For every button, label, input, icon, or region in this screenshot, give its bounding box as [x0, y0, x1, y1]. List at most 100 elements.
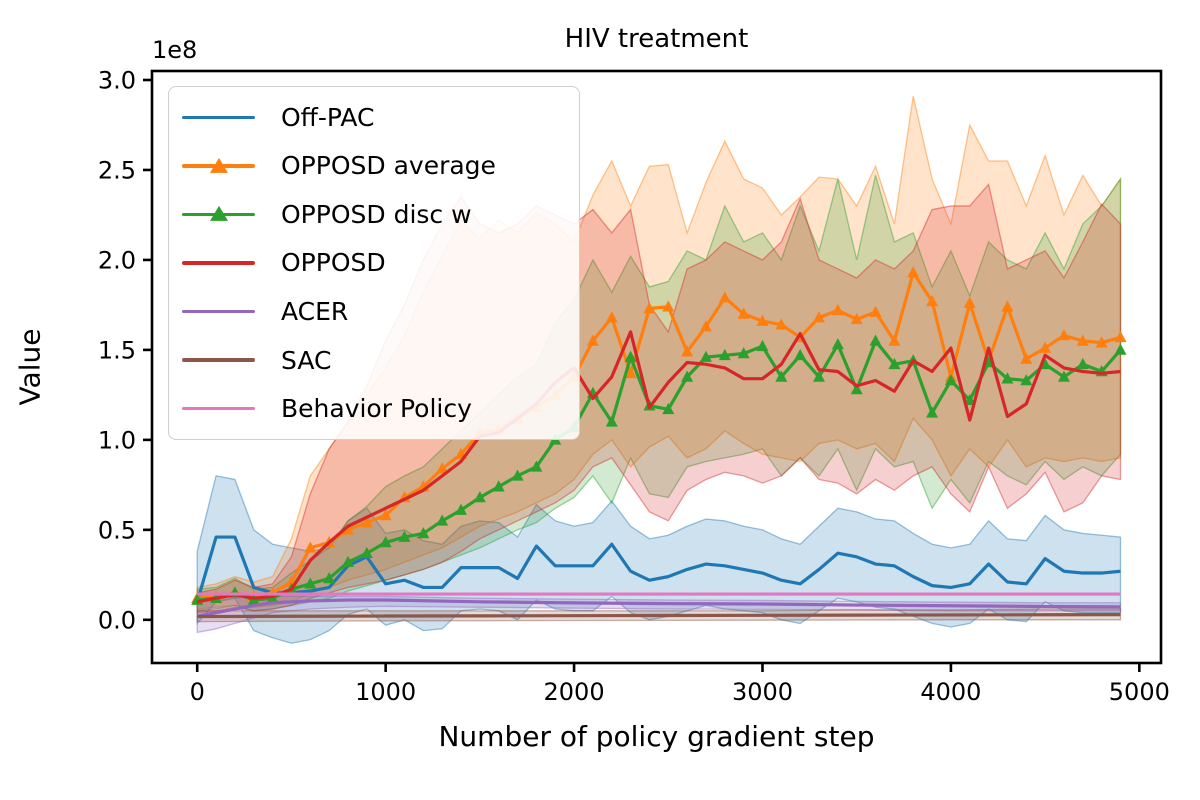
- triangle-marker-icon: [756, 314, 769, 326]
- triangle-marker-icon: [492, 480, 505, 492]
- triangle-marker-icon: [681, 345, 694, 357]
- triangle-marker-icon: [850, 383, 863, 395]
- triangle-marker-icon: [605, 311, 618, 323]
- triangle-marker-icon: [379, 509, 392, 521]
- triangle-marker-icon: [1076, 357, 1089, 370]
- triangle-marker-icon: [360, 516, 373, 528]
- triangle-marker-icon: [1020, 352, 1033, 364]
- y-tick-label: 2.5: [98, 156, 136, 184]
- triangle-marker-icon: [1001, 372, 1014, 384]
- series-line-opposd-average: [197, 270, 1121, 600]
- legend-label: ACER: [281, 297, 349, 327]
- triangle-marker-icon: [831, 338, 844, 350]
- triangle-marker-icon: [530, 460, 543, 472]
- triangle-marker-icon: [718, 291, 731, 303]
- series-line-acer: [196, 598, 1121, 618]
- y-offset-label: 1e8: [152, 36, 198, 64]
- y-tick-label: 2.0: [98, 246, 136, 274]
- chart-title: HIV treatment: [564, 24, 749, 54]
- x-tick-label: 1000: [355, 678, 416, 706]
- legend-line-sample: [182, 301, 255, 323]
- triangle-marker-icon: [794, 348, 807, 361]
- triangle-marker-icon: [813, 311, 826, 323]
- triangle-marker-icon: [436, 514, 449, 526]
- legend-label: OPPOSD disc w: [281, 199, 472, 229]
- triangle-marker-icon: [1095, 336, 1108, 348]
- triangle-marker-icon: [209, 206, 228, 222]
- triangle-marker-icon: [624, 350, 637, 362]
- series-line-sac: [197, 612, 1121, 619]
- triangle-marker-icon: [681, 370, 694, 382]
- triangle-marker-icon: [586, 334, 599, 346]
- x-tick-label: 0: [190, 678, 205, 706]
- legend-item-behavior-policy: Behavior Policy: [182, 385, 579, 433]
- triangle-marker-icon: [341, 523, 354, 535]
- triangle-marker-icon: [850, 312, 863, 325]
- triangle-marker-icon: [888, 334, 901, 346]
- triangle-marker-icon: [209, 157, 228, 173]
- triangle-marker-icon: [643, 302, 656, 314]
- triangle-marker-icon: [304, 577, 317, 589]
- triangle-marker-icon: [1001, 300, 1014, 312]
- triangle-marker-icon: [926, 294, 939, 307]
- triangle-marker-icon: [1057, 329, 1070, 341]
- legend-item-off-pac: Off-PAC: [182, 93, 579, 141]
- legend-item-opposd-average: OPPOSD average: [182, 142, 579, 190]
- legend-item-acer: ACER: [182, 288, 579, 336]
- triangle-marker-icon: [1039, 341, 1052, 353]
- triangle-marker-icon: [436, 462, 449, 474]
- triangle-marker-icon: [605, 415, 618, 427]
- legend-label: OPPOSD average: [281, 151, 496, 181]
- x-tick-label: 2000: [544, 678, 605, 706]
- triangle-marker-icon: [963, 393, 976, 406]
- legend-label: SAC: [281, 345, 332, 375]
- triangle-marker-icon: [699, 320, 712, 332]
- triangle-marker-icon: [963, 296, 976, 308]
- axes-frame: [150, 69, 1163, 665]
- triangle-marker-icon: [737, 347, 750, 359]
- triangle-marker-icon: [831, 303, 844, 316]
- triangle-marker-icon: [323, 572, 336, 584]
- legend-item-opposd-disc-w: OPPOSD disc w: [182, 190, 579, 238]
- legend-label: Behavior Policy: [281, 394, 472, 424]
- triangle-marker-icon: [1114, 343, 1127, 355]
- legend-line-sample: [182, 349, 255, 371]
- triangle-marker-icon: [737, 307, 750, 319]
- triangle-marker-icon: [1020, 374, 1033, 386]
- legend-label: Off-PAC: [281, 102, 375, 132]
- x-tick-label: 5000: [1109, 678, 1170, 706]
- series-line-opposd: [196, 330, 1121, 604]
- triangle-marker-icon: [775, 318, 788, 330]
- triangle-marker-icon: [304, 541, 317, 553]
- triangle-marker-icon: [775, 370, 788, 382]
- legend-line-sample: [182, 398, 255, 420]
- y-tick-label: 1.0: [98, 426, 136, 454]
- triangle-marker-icon: [662, 300, 675, 312]
- triangle-marker-icon: [398, 530, 411, 542]
- y-tick-label: 3.0: [98, 66, 136, 94]
- triangle-marker-icon: [756, 339, 769, 352]
- y-axis-label: Value: [13, 328, 47, 406]
- triangle-marker-icon: [813, 370, 826, 382]
- triangle-marker-icon: [1076, 334, 1089, 346]
- legend-line-sample: [182, 203, 255, 225]
- legend-item-opposd: OPPOSD: [182, 239, 579, 287]
- triangle-marker-icon: [417, 527, 430, 539]
- triangle-marker-icon: [718, 348, 731, 361]
- triangle-marker-icon: [624, 366, 637, 379]
- triangle-marker-icon: [1057, 370, 1070, 382]
- legend: Off-PAC OPPOSD average OPPOSD disc w OPP…: [168, 86, 580, 440]
- legend-line-sample: [182, 106, 255, 128]
- triangle-marker-icon: [379, 536, 392, 548]
- triangle-marker-icon: [473, 491, 486, 503]
- triangle-marker-icon: [455, 503, 468, 515]
- triangle-marker-icon: [944, 374, 957, 386]
- series-line-opposd-disc-w: [197, 339, 1122, 602]
- triangle-marker-icon: [869, 334, 882, 346]
- y-tick-label: 0.0: [98, 606, 136, 634]
- triangle-marker-icon: [360, 546, 373, 559]
- triangle-marker-icon: [926, 406, 939, 418]
- triangle-marker-icon: [662, 402, 675, 415]
